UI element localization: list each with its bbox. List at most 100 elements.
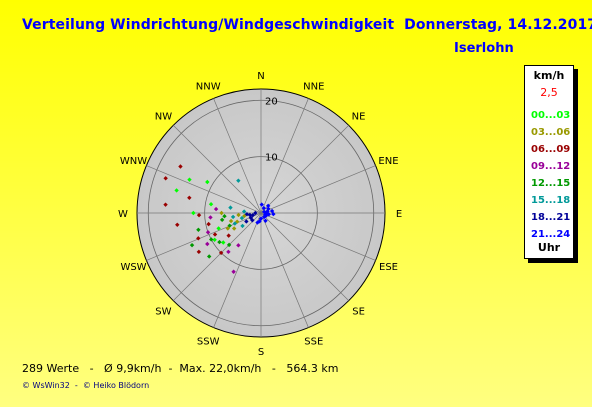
spoke-line xyxy=(146,165,262,214)
data-point xyxy=(241,209,247,214)
legend-item: 09...12 xyxy=(531,161,571,172)
direction-label: S xyxy=(258,347,264,358)
spoke-line xyxy=(260,165,376,214)
direction-label: SSE xyxy=(304,336,323,347)
data-point xyxy=(236,178,241,183)
data-point xyxy=(221,240,226,245)
legend-item: 00...03 xyxy=(531,110,571,121)
data-point xyxy=(266,206,271,211)
data-point xyxy=(230,214,236,220)
data-point xyxy=(236,212,241,218)
radial-tick-labels: 10 20 xyxy=(265,96,278,163)
data-point xyxy=(226,233,231,238)
direction-label: ESE xyxy=(379,262,398,273)
data-point xyxy=(196,227,201,232)
direction-label: SW xyxy=(155,307,171,318)
data-point xyxy=(226,249,231,255)
data-point xyxy=(206,254,212,259)
legend-unit: km/h xyxy=(533,69,565,82)
data-point xyxy=(228,205,233,210)
data-point xyxy=(205,179,210,185)
data-point xyxy=(236,243,241,248)
data-point xyxy=(259,202,264,207)
data-point xyxy=(244,212,250,217)
data-point xyxy=(219,210,224,216)
direction-label: ENE xyxy=(378,156,398,167)
radial-tick-label: 10 xyxy=(265,153,278,164)
data-point xyxy=(263,218,268,224)
data-point xyxy=(189,242,195,248)
direction-label: NW xyxy=(155,111,172,122)
data-point xyxy=(208,215,213,220)
spoke-line xyxy=(260,212,376,261)
spoke-line xyxy=(260,212,349,301)
spoke-line xyxy=(213,98,262,214)
data-point xyxy=(244,219,249,224)
data-point xyxy=(206,221,211,227)
data-point xyxy=(269,208,275,214)
data-point xyxy=(163,202,168,207)
data-point xyxy=(240,223,245,229)
legend-item: 06...09 xyxy=(531,144,571,155)
station-name: Iserlohn xyxy=(454,41,514,56)
data-point xyxy=(231,269,236,274)
direction-labels: N NNE NE ENE E ESE SE SSE S SSW SW WSW W WNW NW NNW xyxy=(118,71,402,358)
direction-label: NNE xyxy=(303,82,324,93)
direction-label: WSW xyxy=(120,262,146,273)
data-point xyxy=(261,205,267,211)
data-point xyxy=(239,215,245,221)
data-point xyxy=(228,218,234,224)
data-point xyxy=(217,239,222,245)
data-point xyxy=(213,206,219,212)
data-point xyxy=(163,176,168,181)
spoke-line xyxy=(260,212,309,328)
legend-panel: km/h 2,5 00...03 03...06 06...09 09...12… xyxy=(524,65,574,259)
data-points xyxy=(163,164,276,274)
data-point xyxy=(187,177,192,182)
direction-label: SSW xyxy=(197,336,220,347)
direction-label: W xyxy=(118,209,128,220)
data-point xyxy=(258,216,264,221)
direction-label: SE xyxy=(352,307,365,318)
data-point xyxy=(266,212,271,217)
data-point xyxy=(265,203,271,209)
data-point xyxy=(187,195,192,200)
data-point xyxy=(191,210,196,216)
copyright-line: © WsWin32 - © Heiko Blödorn xyxy=(22,381,150,390)
data-point xyxy=(209,237,214,242)
data-point xyxy=(227,223,232,228)
spoke-line xyxy=(173,212,262,301)
direction-label: NNW xyxy=(196,82,221,93)
legend-footer: Uhr xyxy=(537,241,561,254)
data-point xyxy=(225,226,230,231)
direction-label: NE xyxy=(352,111,366,122)
direction-label: N xyxy=(257,71,264,82)
data-point xyxy=(218,250,224,256)
direction-label: WNW xyxy=(120,156,147,167)
data-point xyxy=(216,226,221,231)
data-point xyxy=(250,212,256,218)
chart-title: Verteilung Windrichtung/Windgeschwindigk… xyxy=(22,17,592,33)
data-point xyxy=(175,222,180,227)
legend-item: 03...06 xyxy=(531,127,571,138)
data-point xyxy=(212,232,218,237)
data-point xyxy=(222,213,227,219)
direction-label: E xyxy=(396,209,402,220)
data-point xyxy=(226,242,232,248)
polar-grid xyxy=(136,88,386,338)
legend-item: 21...24 xyxy=(531,229,571,240)
spoke-line xyxy=(213,212,262,328)
legend-scale: 2,5 xyxy=(540,86,558,99)
data-point xyxy=(205,230,211,235)
legend-item: 12...15 xyxy=(531,178,571,189)
stats-line: 289 Werte - Ø 9,9km/h - Max. 22,0km/h - … xyxy=(22,362,339,375)
data-point xyxy=(178,164,183,169)
data-point xyxy=(205,241,210,247)
data-point xyxy=(196,249,202,255)
legend-item: 18...21 xyxy=(531,212,571,223)
spoke-line xyxy=(260,125,349,214)
spoke-line xyxy=(260,98,309,214)
data-point xyxy=(271,211,276,217)
